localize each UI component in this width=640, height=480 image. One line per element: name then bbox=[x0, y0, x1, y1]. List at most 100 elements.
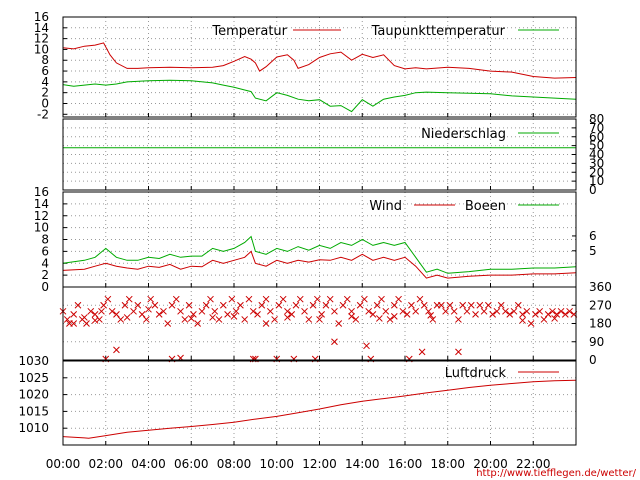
wind-direction-marker bbox=[352, 316, 360, 323]
y-tick-label: 360 bbox=[589, 280, 612, 294]
wind-direction-marker bbox=[363, 342, 370, 350]
wind-direction-marker bbox=[390, 301, 398, 309]
y-tick-label: 0 bbox=[41, 96, 49, 110]
wind-direction-marker bbox=[108, 307, 116, 315]
x-tick-label: 06:00 bbox=[174, 457, 209, 471]
wind-direction-marker bbox=[266, 307, 274, 315]
wind-direction-marker bbox=[254, 311, 261, 318]
series-line-boeen bbox=[62, 235, 577, 274]
wind-direction-marker bbox=[467, 301, 475, 309]
wind-direction-marker bbox=[190, 311, 197, 318]
x-tick-label: 14:00 bbox=[345, 457, 380, 471]
panel-frame-temp bbox=[62, 16, 577, 118]
wind-direction-marker bbox=[316, 316, 323, 323]
y-tick-label: 80 bbox=[589, 112, 604, 126]
wind-direction-marker bbox=[322, 301, 330, 309]
panel-frame-direction bbox=[62, 286, 577, 361]
y-tick-label: 270 bbox=[589, 298, 612, 312]
wind-direction-marker bbox=[134, 301, 142, 309]
wind-direction-marker bbox=[91, 311, 99, 318]
wind-direction-marker bbox=[459, 301, 467, 309]
wind-direction-marker bbox=[403, 311, 411, 318]
wind-direction-marker bbox=[365, 307, 373, 315]
y-tick-label: 10 bbox=[589, 174, 604, 188]
wind-direction-marker bbox=[145, 305, 152, 313]
y-tick-label: 2 bbox=[41, 268, 49, 282]
wind-direction-marker bbox=[506, 311, 514, 318]
wind-direction-marker bbox=[125, 295, 133, 303]
wind-direction-marker bbox=[151, 301, 159, 309]
wind-direction-marker bbox=[224, 311, 231, 318]
wind-direction-marker bbox=[70, 311, 78, 318]
wind-direction-marker bbox=[378, 295, 385, 303]
wind-direction-marker bbox=[262, 295, 270, 303]
wind-direction-marker bbox=[536, 307, 544, 315]
wind-direction-marker bbox=[228, 295, 236, 303]
wind-direction-marker bbox=[284, 314, 291, 321]
wind-direction-marker bbox=[519, 311, 526, 318]
legend-label: Luftdruck bbox=[445, 366, 507, 381]
y-tick-label: 10 bbox=[34, 221, 49, 235]
wind-direction-marker bbox=[113, 311, 120, 318]
wind-direction-marker bbox=[70, 320, 78, 327]
legend-label: Wind bbox=[369, 199, 402, 214]
x-tick-label: 22:00 bbox=[516, 457, 551, 471]
wind-direction-marker bbox=[63, 316, 71, 323]
legend-label: Temperatur bbox=[211, 24, 287, 39]
wind-direction-marker bbox=[219, 301, 227, 309]
y-tick-label: 2 bbox=[41, 86, 49, 100]
wind-direction-marker bbox=[121, 301, 129, 309]
y-tick-label: 0 bbox=[589, 353, 597, 367]
y-tick-label: 6 bbox=[589, 229, 597, 243]
wind-direction-marker bbox=[123, 314, 131, 321]
x-tick-label: 16:00 bbox=[388, 457, 423, 471]
wind-direction-marker bbox=[292, 301, 300, 309]
y-tick-label: 1025 bbox=[18, 371, 49, 385]
wind-direction-marker bbox=[551, 315, 558, 322]
wind-direction-marker bbox=[348, 307, 355, 315]
wind-direction-marker bbox=[215, 316, 223, 323]
wind-direction-marker bbox=[386, 316, 394, 323]
wind-direction-marker bbox=[326, 295, 334, 303]
wind-direction-marker bbox=[98, 307, 105, 315]
y-tick-label: 20 bbox=[589, 165, 604, 179]
wind-direction-marker bbox=[194, 320, 202, 327]
x-tick-label: 08:00 bbox=[217, 457, 252, 471]
wind-direction-marker bbox=[314, 295, 321, 303]
wind-direction-marker bbox=[117, 316, 125, 323]
legend-label: Taupunkttemperatur bbox=[371, 24, 506, 39]
x-tick-label: 02:00 bbox=[88, 457, 123, 471]
series-line-luftdruck bbox=[62, 379, 577, 439]
wind-direction-marker bbox=[437, 301, 445, 309]
y-tick-label: 4 bbox=[41, 256, 49, 270]
wind-direction-marker bbox=[318, 311, 325, 318]
wind-direction-marker bbox=[284, 307, 291, 315]
wind-direction-marker bbox=[476, 301, 484, 309]
wind-direction-marker bbox=[502, 307, 509, 315]
wind-direction-marker bbox=[91, 317, 99, 324]
y-tick-label: 90 bbox=[589, 335, 604, 349]
wind-direction-marker bbox=[147, 295, 154, 303]
wind-direction-marker bbox=[408, 301, 415, 309]
wind-direction-marker bbox=[455, 348, 462, 356]
wind-direction-marker bbox=[450, 307, 458, 315]
legend-label: Niederschlag bbox=[421, 127, 506, 142]
wind-direction-marker bbox=[331, 307, 338, 315]
wind-direction-marker bbox=[155, 311, 163, 318]
wind-direction-marker bbox=[390, 313, 398, 320]
wind-direction-marker bbox=[232, 307, 240, 315]
wind-direction-marker bbox=[211, 307, 219, 315]
wind-direction-marker bbox=[305, 316, 313, 323]
y-tick-label: 8 bbox=[41, 53, 49, 67]
wind-direction-marker bbox=[427, 312, 435, 319]
wind-direction-marker bbox=[361, 295, 368, 303]
y-tick-label: 4 bbox=[41, 75, 49, 89]
wind-direction-marker bbox=[472, 311, 479, 318]
wind-direction-marker bbox=[271, 316, 278, 323]
y-tick-label: 30 bbox=[589, 156, 604, 170]
source-url: http://www.tiefflegen.de/wetter/ bbox=[476, 468, 636, 479]
y-tick-label: 0 bbox=[589, 183, 597, 197]
y-tick-label: 5 bbox=[589, 244, 597, 258]
wind-direction-marker bbox=[382, 307, 390, 315]
